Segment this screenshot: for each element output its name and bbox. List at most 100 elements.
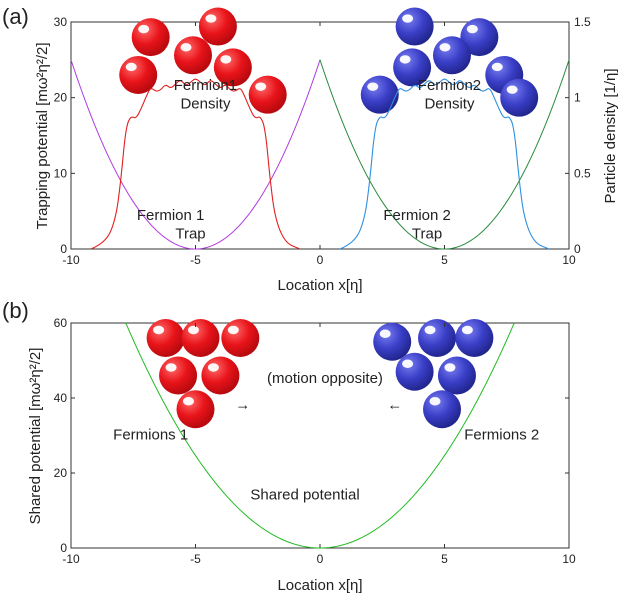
particle-sphere [437, 356, 476, 395]
particle-highlight [207, 363, 219, 372]
y-tick-label: 40 [54, 391, 68, 405]
particle-highlight [183, 397, 194, 406]
particle-sphere [432, 36, 471, 75]
x-tick-label: 0 [317, 253, 324, 267]
particle-sphere [373, 322, 412, 361]
series-line-3 [339, 78, 550, 250]
y-tick-label: 20 [54, 466, 68, 480]
fermion2-particle [500, 78, 539, 117]
particle-highlight [255, 82, 267, 91]
particle-sphere [174, 36, 213, 75]
particle-sphere [500, 78, 539, 117]
particle-sphere [360, 75, 399, 114]
x-tick-label: 5 [441, 552, 448, 566]
x-tick-label: -10 [62, 253, 80, 267]
panel-a-particles [119, 7, 539, 117]
annotation: Fermions 2 [464, 426, 539, 443]
particle-highlight [205, 14, 217, 23]
fermion2-particle [360, 75, 399, 114]
x-tick-label: 5 [441, 253, 448, 267]
fermion1-particle [174, 36, 213, 75]
fermion2-particle [395, 352, 434, 391]
particle-highlight [491, 62, 503, 72]
y-tick-label: 20 [54, 91, 68, 105]
panel-b-annotations: (motion opposite) → ← Fermions 1 Fermions 2 S… [113, 370, 539, 503]
x-tick-label: 10 [562, 253, 576, 267]
particle-highlight [187, 325, 199, 335]
y-tick-label: 30 [54, 15, 68, 29]
particle-highlight [399, 55, 411, 64]
y2-tick-label: 0 [574, 242, 581, 256]
particle-highlight [429, 397, 441, 406]
panel-a: (a) Fermion1DensityFermion2DensityFermio… [2, 4, 619, 294]
x-tick-label: -5 [190, 253, 201, 267]
particle-highlight [180, 43, 192, 52]
fermion2-particle [393, 48, 432, 87]
particle-sphere [146, 319, 185, 357]
particle-highlight [461, 325, 473, 335]
y-tick-label: 10 [54, 166, 68, 180]
annotation: Density [180, 95, 231, 112]
particle-highlight [227, 325, 239, 335]
particle-highlight [125, 62, 137, 72]
fermion1-particle [198, 7, 237, 46]
panel-b-particles [146, 319, 494, 429]
panel-a-label: (a) [2, 4, 29, 29]
x-tick-label: -5 [190, 552, 201, 566]
fermion1-particle [131, 18, 170, 57]
panel-b-ticks: -10 -5 0 5 10 0 20 40 60 [54, 316, 576, 566]
panel-b-xlabel: Location x[η] [277, 577, 362, 594]
annotation: Fermion2 [418, 77, 481, 94]
annotation: ← [387, 396, 402, 413]
y-tick-label: 0 [60, 242, 67, 256]
particle-highlight [506, 85, 518, 94]
fermion1-particle [248, 75, 287, 114]
particle-sphere [159, 356, 198, 395]
annotation: Fermion1 [174, 77, 237, 94]
x-tick-label: 10 [562, 552, 576, 566]
particle-highlight [402, 359, 414, 368]
particle-sphere [181, 319, 220, 357]
particle-highlight [220, 55, 232, 64]
annotation: Fermion 1 [137, 207, 205, 224]
panel-b: (b) (motion opposite) → ← Fermions 1 Fermion… [2, 298, 576, 594]
fermion2-particle [418, 319, 457, 357]
particle-sphere [395, 352, 434, 391]
particle-highlight [153, 325, 165, 335]
particle-highlight [402, 14, 414, 23]
y-tick-label: 60 [54, 316, 68, 330]
panel-a-y2label: Particle density [1/η] [602, 68, 619, 203]
annotation: Trap [412, 225, 442, 242]
y2-tick-label: 1 [574, 91, 581, 105]
fermion2-particle [423, 390, 462, 429]
fermion1-particle [213, 48, 252, 87]
particle-highlight [367, 82, 379, 91]
particle-sphere [198, 7, 237, 46]
y2-tick-label: 1.5 [574, 15, 591, 29]
panel-a-xlabel: Location x[η] [277, 277, 362, 294]
panel-a-ylabel: Trapping potential [mω²η²/2] [34, 42, 51, 229]
particle-highlight [444, 363, 456, 372]
particle-highlight [466, 24, 478, 34]
annotation: Density [424, 95, 475, 112]
annotation: Fermions 1 [113, 426, 188, 443]
particle-highlight [379, 329, 391, 338]
panel-b-label: (b) [2, 298, 29, 323]
fermion2-particle [432, 36, 471, 75]
fermion2-particle [437, 356, 476, 395]
annotation: Trap [175, 225, 205, 242]
particle-sphere [221, 319, 260, 357]
x-tick-label: 0 [317, 552, 324, 566]
particle-highlight [439, 43, 451, 52]
particle-sphere [248, 75, 287, 114]
particle-sphere [395, 7, 434, 46]
fermion1-particle [181, 319, 220, 357]
fermion1-particle [119, 55, 158, 94]
fermion1-particle [176, 390, 215, 429]
fermion2-particle [373, 322, 412, 361]
particle-sphere [455, 319, 494, 357]
series-line-2 [90, 78, 301, 250]
